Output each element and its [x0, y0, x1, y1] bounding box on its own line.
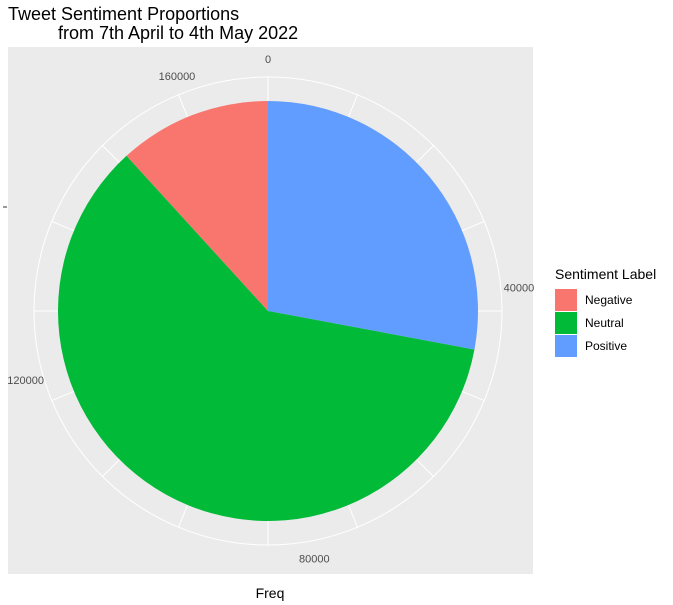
legend-items: Negative Neutral Positive: [555, 289, 633, 357]
tick-label-80000: 80000: [299, 554, 330, 566]
legend-label-positive: Positive: [585, 339, 627, 353]
chart-title: Tweet Sentiment Proportions: [8, 4, 239, 24]
legend: Sentiment Label Negative Neutral Positive: [555, 266, 656, 357]
legend-label-neutral: Neutral: [585, 316, 624, 330]
tick-layer: 0 40000 80000 120000 160000: [7, 54, 534, 566]
x-axis-title: Freq: [256, 585, 285, 601]
chart-subtitle: from 7th April to 4th May 2022: [58, 23, 298, 43]
pie-slice-neutral: [58, 155, 475, 522]
slice-layer: [58, 101, 478, 522]
legend-label-negative: Negative: [585, 293, 633, 307]
legend-title: Sentiment Label: [555, 266, 656, 282]
tick-label-40000: 40000: [504, 283, 535, 295]
legend-swatch-positive: [555, 335, 577, 357]
tick-label-160000: 160000: [159, 71, 196, 83]
legend-swatch-negative: [555, 289, 577, 311]
tick-label-120000: 120000: [7, 375, 44, 387]
pie-slice-negative: [126, 101, 268, 311]
pie-slice-positive: [268, 101, 478, 350]
legend-swatch-neutral: [555, 312, 577, 334]
tick-label-0: 0: [265, 54, 271, 66]
